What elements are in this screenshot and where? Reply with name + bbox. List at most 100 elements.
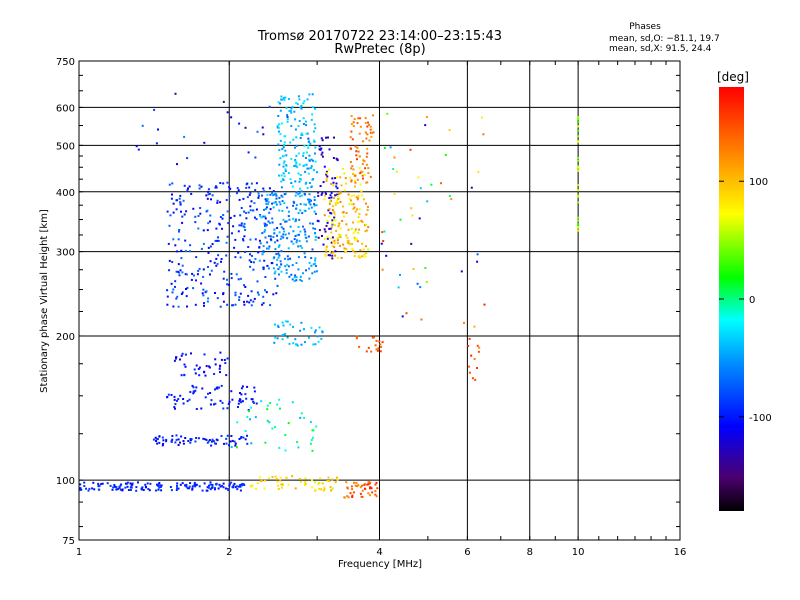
- data-point: [276, 234, 278, 237]
- data-point: [298, 98, 301, 101]
- data-point: [230, 116, 233, 119]
- data-point: [364, 230, 367, 233]
- data-point: [294, 160, 297, 163]
- data-point: [239, 489, 242, 492]
- data-point: [158, 435, 161, 438]
- data-point: [282, 97, 285, 100]
- data-point: [157, 483, 159, 486]
- data-point: [308, 158, 311, 161]
- data-point: [242, 238, 244, 241]
- data-point: [185, 210, 188, 213]
- data-point: [238, 298, 241, 301]
- data-point: [237, 402, 240, 405]
- data-point: [304, 164, 307, 167]
- data-point: [350, 115, 353, 118]
- data-point: [359, 172, 362, 174]
- data-point: [222, 182, 225, 185]
- data-point: [317, 483, 320, 486]
- data-point: [288, 342, 291, 345]
- data-point: [278, 163, 281, 166]
- data-point: [336, 242, 339, 245]
- data-point: [577, 156, 580, 159]
- data-point: [401, 315, 404, 318]
- data-point: [219, 351, 222, 354]
- data-point: [175, 489, 178, 491]
- data-point: [281, 482, 284, 485]
- data-point: [310, 185, 313, 188]
- data-point: [325, 248, 328, 251]
- data-point: [239, 398, 242, 401]
- data-point: [177, 487, 180, 490]
- data-point: [352, 207, 355, 210]
- data-point: [320, 153, 323, 156]
- data-point: [279, 476, 282, 479]
- data-point: [338, 244, 341, 247]
- data-point: [272, 236, 275, 238]
- data-point: [440, 182, 442, 185]
- data-point: [172, 211, 175, 214]
- data-point: [367, 167, 370, 170]
- data-point: [165, 440, 168, 443]
- colorbar-label: [deg]: [717, 70, 749, 84]
- data-point: [166, 396, 169, 399]
- data-point: [176, 484, 178, 487]
- data-point: [473, 325, 476, 328]
- data-point: [306, 187, 309, 189]
- data-point: [314, 331, 316, 334]
- data-point: [209, 214, 212, 217]
- data-point: [274, 277, 277, 280]
- data-point: [206, 441, 209, 444]
- data-point: [300, 280, 303, 282]
- data-point: [448, 195, 451, 197]
- data-point: [161, 436, 164, 439]
- data-point: [298, 163, 301, 166]
- data-point: [221, 401, 224, 404]
- data-point: [251, 485, 254, 488]
- data-point: [272, 293, 275, 296]
- data-point: [214, 186, 217, 189]
- data-point: [279, 139, 282, 142]
- data-point: [291, 185, 294, 188]
- data-point: [329, 486, 332, 489]
- data-point: [329, 250, 331, 253]
- data-point: [324, 230, 327, 233]
- data-point: [214, 388, 216, 391]
- data-point: [157, 488, 160, 491]
- data-point: [325, 250, 328, 253]
- data-point: [352, 203, 355, 206]
- x-axis-label: Frequency [MHz]: [338, 559, 422, 570]
- data-point: [290, 240, 293, 243]
- data-point: [303, 252, 306, 255]
- data-point: [191, 487, 194, 490]
- data-point: [294, 218, 297, 221]
- data-point: [244, 286, 247, 288]
- data-point: [314, 238, 317, 241]
- data-point: [383, 147, 386, 149]
- data-point: [166, 289, 169, 292]
- data-point: [130, 485, 133, 488]
- data-point: [226, 283, 229, 286]
- data-point: [158, 482, 161, 484]
- data-point: [282, 218, 285, 221]
- y-tick-label: 300: [56, 248, 75, 259]
- data-point: [244, 126, 247, 129]
- data-point: [230, 446, 233, 448]
- data-point: [359, 183, 362, 186]
- data-point: [168, 183, 171, 186]
- data-point: [345, 481, 348, 484]
- data-point: [365, 224, 368, 227]
- data-point: [267, 235, 270, 238]
- data-point: [327, 254, 330, 257]
- data-point: [468, 337, 471, 340]
- data-point: [366, 125, 369, 128]
- data-point: [179, 194, 182, 197]
- data-point: [577, 140, 580, 143]
- data-point: [238, 400, 241, 402]
- data-point: [273, 323, 276, 326]
- data-point: [361, 170, 364, 173]
- data-point: [79, 483, 82, 486]
- data-point: [240, 401, 243, 404]
- data-point: [397, 286, 400, 289]
- data-point: [369, 125, 372, 128]
- data-point: [307, 207, 310, 210]
